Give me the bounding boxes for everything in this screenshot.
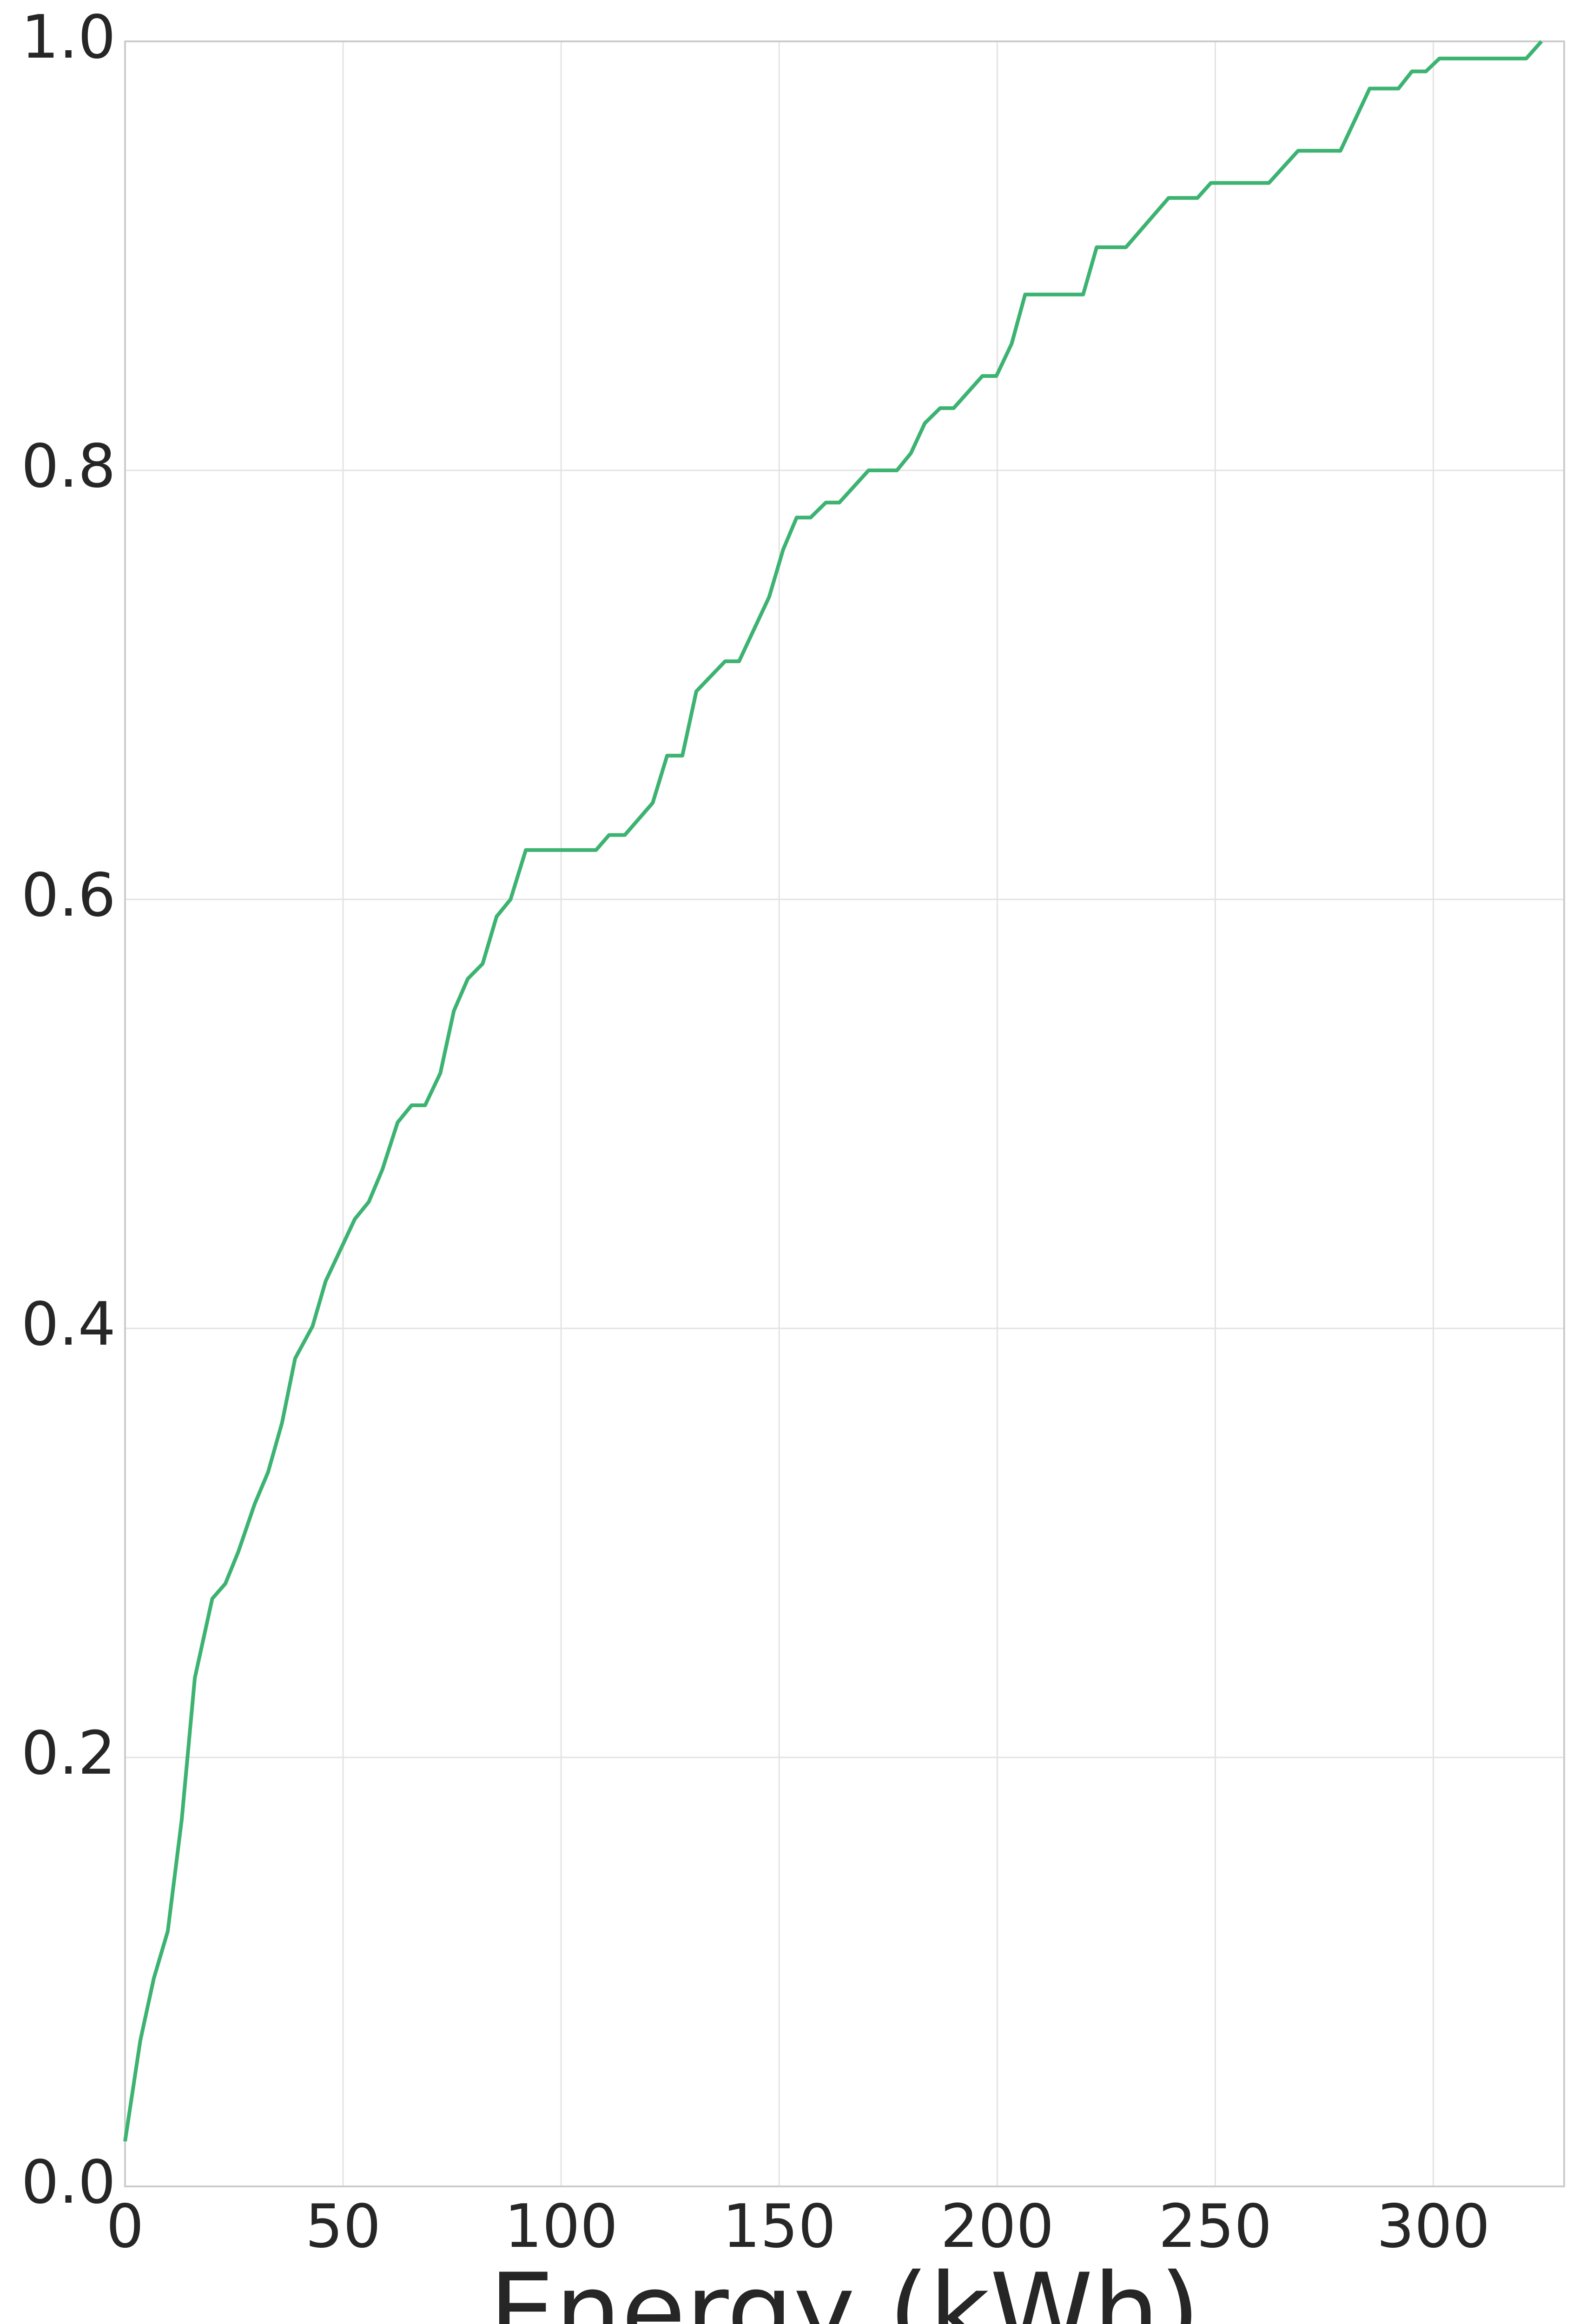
data-line xyxy=(123,40,1543,2142)
x-tick-label: 100 xyxy=(504,2192,618,2261)
y-tick-label: 0.6 xyxy=(21,861,116,930)
y-tick-label: 0.0 xyxy=(21,2148,116,2217)
x-tick-label: 300 xyxy=(1376,2192,1490,2261)
x-tick-label: 200 xyxy=(940,2192,1054,2261)
y-tick-label: 0.4 xyxy=(21,1290,116,1359)
x-tick-label: 150 xyxy=(722,2192,836,2261)
y-tick-label: 1.0 xyxy=(21,3,116,72)
x-axis-label: Energy (kWh) xyxy=(489,2251,1200,2324)
y-tick-label: 0.8 xyxy=(21,432,116,501)
x-tick-label: 50 xyxy=(305,2192,381,2261)
x-tick-label: 0 xyxy=(106,2192,144,2261)
plot-border xyxy=(124,40,1565,2187)
y-tick-label: 0.2 xyxy=(21,1719,116,1788)
x-tick-label: 250 xyxy=(1158,2192,1272,2261)
